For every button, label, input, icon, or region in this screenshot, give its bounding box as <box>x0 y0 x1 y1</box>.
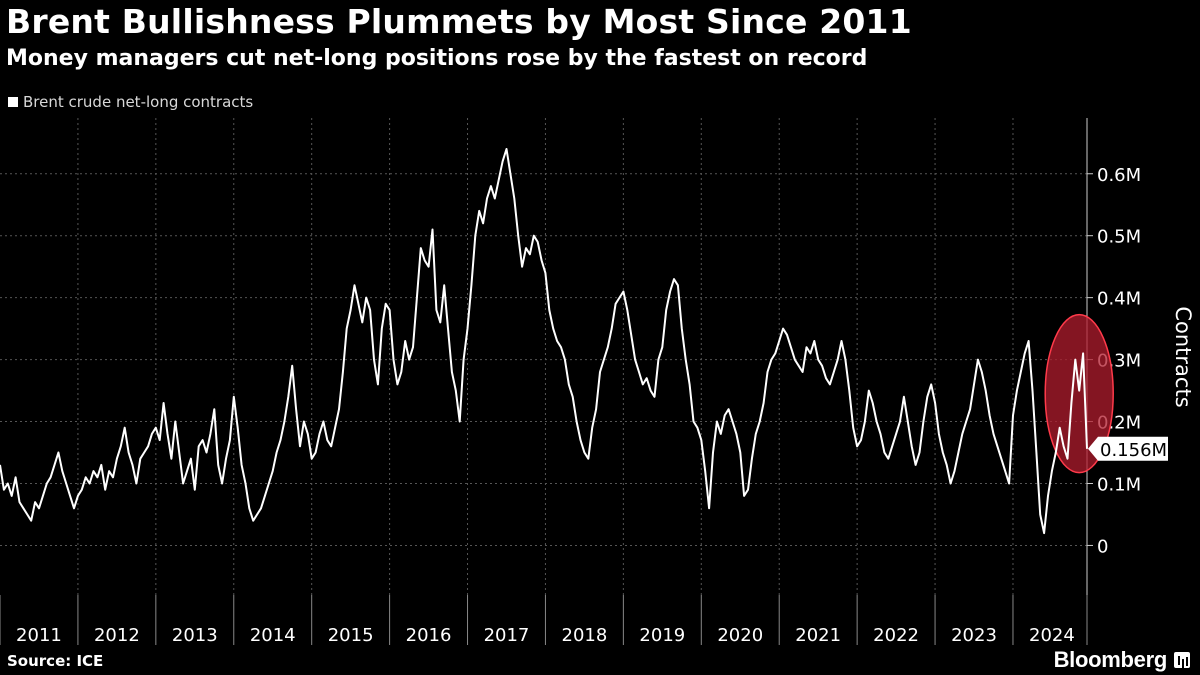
x-tick-label: 2012 <box>94 625 140 646</box>
x-tick-label: 2013 <box>172 625 218 646</box>
chart-badge-icon <box>1174 652 1190 668</box>
bloomberg-logo: Bloomberg <box>1054 647 1190 673</box>
x-tick-label: 2011 <box>16 625 62 646</box>
x-tick-label: 2022 <box>873 625 919 646</box>
highlight-ellipse <box>1044 313 1114 474</box>
x-tick-label: 2015 <box>328 625 374 646</box>
y-tick-label: 0.4M <box>1097 289 1141 310</box>
x-tick-label: 2019 <box>639 625 685 646</box>
series-line <box>0 148 1088 535</box>
brand-name: Bloomberg <box>1053 647 1168 672</box>
y-tick-label: 0.6M <box>1097 165 1141 186</box>
chart-subtitle: Money managers cut net-long positions ro… <box>6 46 868 71</box>
x-tick-label: 2020 <box>717 625 763 646</box>
y-tick-label: 0 <box>1097 536 1108 557</box>
last-value-label: 0.156M <box>1100 440 1167 461</box>
legend-label: Brent crude net-long contracts <box>23 93 254 111</box>
x-tick-label: 2024 <box>1029 625 1075 646</box>
y-axis-title: Contracts <box>1171 306 1195 407</box>
x-tick-label: 2023 <box>951 625 997 646</box>
x-tick-label: 2014 <box>250 625 296 646</box>
legend: Brent crude net-long contracts <box>8 93 253 111</box>
x-tick-label: 2018 <box>562 625 608 646</box>
source-note: Source: ICE <box>7 652 104 670</box>
x-tick-label: 2016 <box>406 625 452 646</box>
legend-swatch <box>8 97 18 107</box>
chart-title: Brent Bullishness Plummets by Most Since… <box>6 2 912 41</box>
y-tick-label: 0.5M <box>1097 227 1141 248</box>
x-tick-label: 2017 <box>484 625 530 646</box>
last-value-tag <box>1088 436 1168 461</box>
y-tick-label: 0.1M <box>1097 474 1141 495</box>
x-tick-label: 2021 <box>795 625 841 646</box>
